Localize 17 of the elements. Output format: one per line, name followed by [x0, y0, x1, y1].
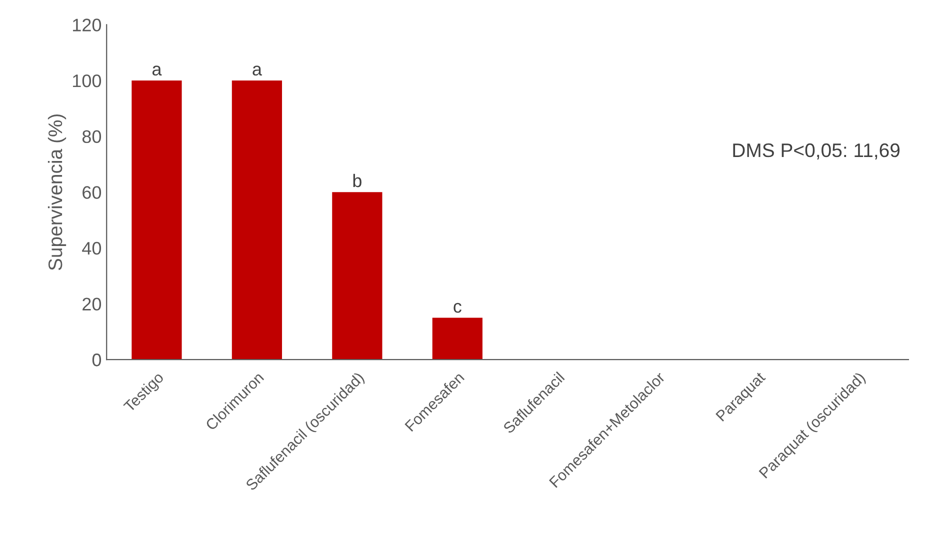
y-tick-label: 80 — [82, 130, 102, 144]
annotation: b — [353, 174, 362, 188]
y-tick-label: 100 — [73, 74, 102, 88]
annotation: DMS P<0,05: 11,69 — [733, 143, 900, 160]
y-tick-label: 120 — [73, 18, 102, 32]
annotation: a — [252, 66, 262, 76]
annotation: a — [152, 66, 162, 76]
y-tick-label: 0 — [92, 354, 102, 366]
annotation: c — [454, 302, 462, 313]
bar — [332, 192, 382, 360]
bar — [232, 80, 282, 360]
bar — [432, 318, 482, 360]
y-tick-label: 60 — [82, 186, 102, 199]
y-axis-title: Supervivencia (%) — [48, 114, 66, 270]
bar — [132, 80, 182, 360]
y-tick-label: 20 — [82, 298, 102, 310]
y-tick-label: 40 — [82, 242, 102, 255]
